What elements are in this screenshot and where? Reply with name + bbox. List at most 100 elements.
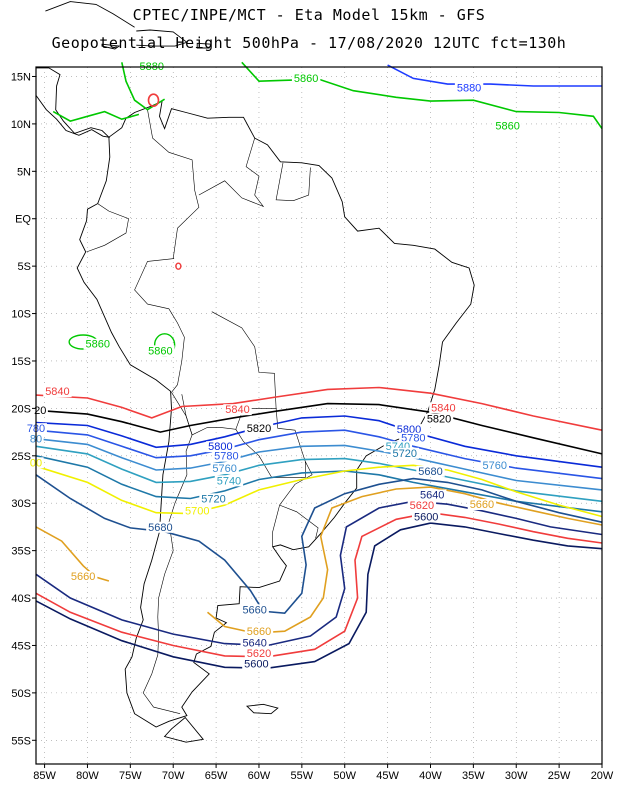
contour-label: 5600 bbox=[244, 658, 268, 670]
contour-label-bg bbox=[244, 626, 274, 638]
contour-line-5880 bbox=[241, 61, 603, 130]
contour-label-bg bbox=[394, 424, 424, 436]
tierra-del-fuego bbox=[163, 716, 205, 743]
contour-label-bg bbox=[32, 405, 48, 417]
lon-tick-label: 60W bbox=[248, 770, 271, 782]
south-america-coastline bbox=[76, 100, 475, 728]
contour-label: 5760 bbox=[483, 460, 507, 472]
jamaica-coast bbox=[101, 43, 121, 50]
contour-line-5740 bbox=[35, 445, 603, 503]
contour-label-bg bbox=[183, 505, 212, 517]
contour-closed-small bbox=[175, 262, 182, 270]
lon-tick-label: 40W bbox=[419, 770, 442, 782]
lon-tick-label: 20W bbox=[591, 770, 614, 782]
contour-label-bg bbox=[480, 460, 510, 472]
contour-label: 5820 bbox=[247, 423, 271, 435]
contour-label: 5740 bbox=[217, 475, 241, 487]
contour-label: 5640 bbox=[242, 637, 266, 649]
lat-tick-label: 5N bbox=[17, 166, 31, 178]
contour-line-5800 bbox=[35, 415, 603, 468]
contour-label-bg bbox=[244, 423, 274, 435]
contour-label: 5840 bbox=[45, 386, 69, 398]
map-frame-border bbox=[35, 66, 603, 765]
contour-label: 5760 bbox=[212, 463, 236, 475]
central-america-coastline bbox=[35, 67, 111, 138]
cuba-coast bbox=[45, 1, 135, 28]
contour-label-bg bbox=[424, 413, 454, 425]
lat-tick-label: 45S bbox=[11, 640, 31, 652]
contour-label-bg bbox=[137, 60, 166, 72]
contour-label-bg bbox=[146, 521, 175, 533]
latitude-axis: 15N 10N 5N EQ 5S 10S 15S 20S 25S 30S 35S 40S 45S 50S 5… bbox=[11, 71, 36, 747]
contour-line-5660 bbox=[35, 526, 110, 582]
contour-label-bg bbox=[240, 637, 269, 649]
lat-tick-label: 30S bbox=[11, 498, 31, 510]
puerto-rico-coast bbox=[196, 42, 212, 49]
contour-label-bg bbox=[83, 338, 112, 350]
contour-label: 5660 bbox=[247, 626, 271, 638]
contour-line-5840 bbox=[35, 386, 603, 431]
contour-label: 20 bbox=[34, 405, 46, 417]
lon-tick-label: 50W bbox=[333, 770, 356, 782]
contour-line-5780 bbox=[35, 429, 603, 480]
lon-tick-label: 30W bbox=[505, 770, 528, 782]
contour-label-bg bbox=[214, 475, 244, 487]
chart-title-line1: CPTEC/INPE/MCT - Eta Model 15km - GFS bbox=[132, 6, 486, 24]
lat-tick-label: 40S bbox=[11, 593, 31, 605]
contour-label: 5620 bbox=[410, 500, 434, 512]
contour-label: 5660 bbox=[71, 571, 95, 583]
lat-tick-label: 10N bbox=[11, 119, 31, 131]
lon-tick-label: 85W bbox=[33, 770, 56, 782]
country-border bbox=[235, 408, 306, 478]
lat-tick-label: 20S bbox=[11, 403, 31, 415]
contour-label-bg bbox=[206, 441, 235, 453]
lat-tick-label: 5S bbox=[18, 261, 31, 273]
lon-tick-label: 35W bbox=[462, 770, 485, 782]
country-border bbox=[198, 138, 265, 208]
lon-tick-label: 65W bbox=[205, 770, 228, 782]
contour-line-5640 bbox=[35, 500, 603, 647]
contour-line-5700 bbox=[35, 464, 603, 518]
falkland-islands bbox=[246, 703, 279, 715]
lat-tick-label: 10S bbox=[11, 309, 31, 321]
lon-tick-label: 80W bbox=[76, 770, 99, 782]
contour-label: 5660 bbox=[242, 604, 266, 616]
contour-label: 5800 bbox=[208, 441, 232, 453]
contour-label-bg bbox=[493, 120, 522, 132]
contour-label: 5620 bbox=[247, 648, 271, 660]
contour-label-bg bbox=[407, 499, 437, 511]
contour-label: 5720 bbox=[201, 493, 225, 505]
contour-label-bg bbox=[68, 571, 98, 583]
chart-title-line2: Geopotential Height 500hPa - 17/08/2020 … bbox=[51, 34, 567, 52]
contour-label: 5680 bbox=[418, 466, 442, 478]
lat-tick-label: 15S bbox=[11, 356, 31, 368]
contour-label: 5720 bbox=[393, 448, 417, 460]
contour-line-5660 bbox=[206, 486, 603, 634]
contour-label: 5660 bbox=[470, 499, 494, 511]
contour-label-bg bbox=[240, 604, 269, 616]
contour-label-bg bbox=[390, 447, 419, 459]
contour-label-bg bbox=[416, 465, 445, 477]
contour-label: 5860 bbox=[86, 339, 110, 351]
contour-closed-high bbox=[147, 93, 160, 107]
lat-tick-label: 35S bbox=[11, 546, 31, 558]
country-border bbox=[86, 203, 129, 253]
contour-label-bg bbox=[244, 647, 274, 659]
contour-label-bg bbox=[210, 462, 239, 474]
contour-label-bg bbox=[212, 450, 241, 462]
contour-label: 5680 bbox=[148, 522, 172, 534]
contour-label: 5860 bbox=[495, 121, 519, 133]
contour-label-bg bbox=[291, 73, 321, 85]
lon-tick-label: 55W bbox=[291, 770, 314, 782]
contour-label: 5860 bbox=[294, 73, 318, 85]
lon-tick-label: 25W bbox=[548, 770, 571, 782]
lon-tick-label: 75W bbox=[119, 770, 142, 782]
contour-labels: 5880586058805860586058605840207808000584… bbox=[25, 60, 522, 670]
contour-label: 5820 bbox=[427, 414, 451, 426]
hispaniola-coast bbox=[136, 29, 188, 47]
country-border bbox=[134, 258, 185, 393]
lat-tick-label: 50S bbox=[11, 688, 31, 700]
contour-label-bg bbox=[429, 402, 458, 414]
contour-label-bg bbox=[242, 658, 271, 670]
